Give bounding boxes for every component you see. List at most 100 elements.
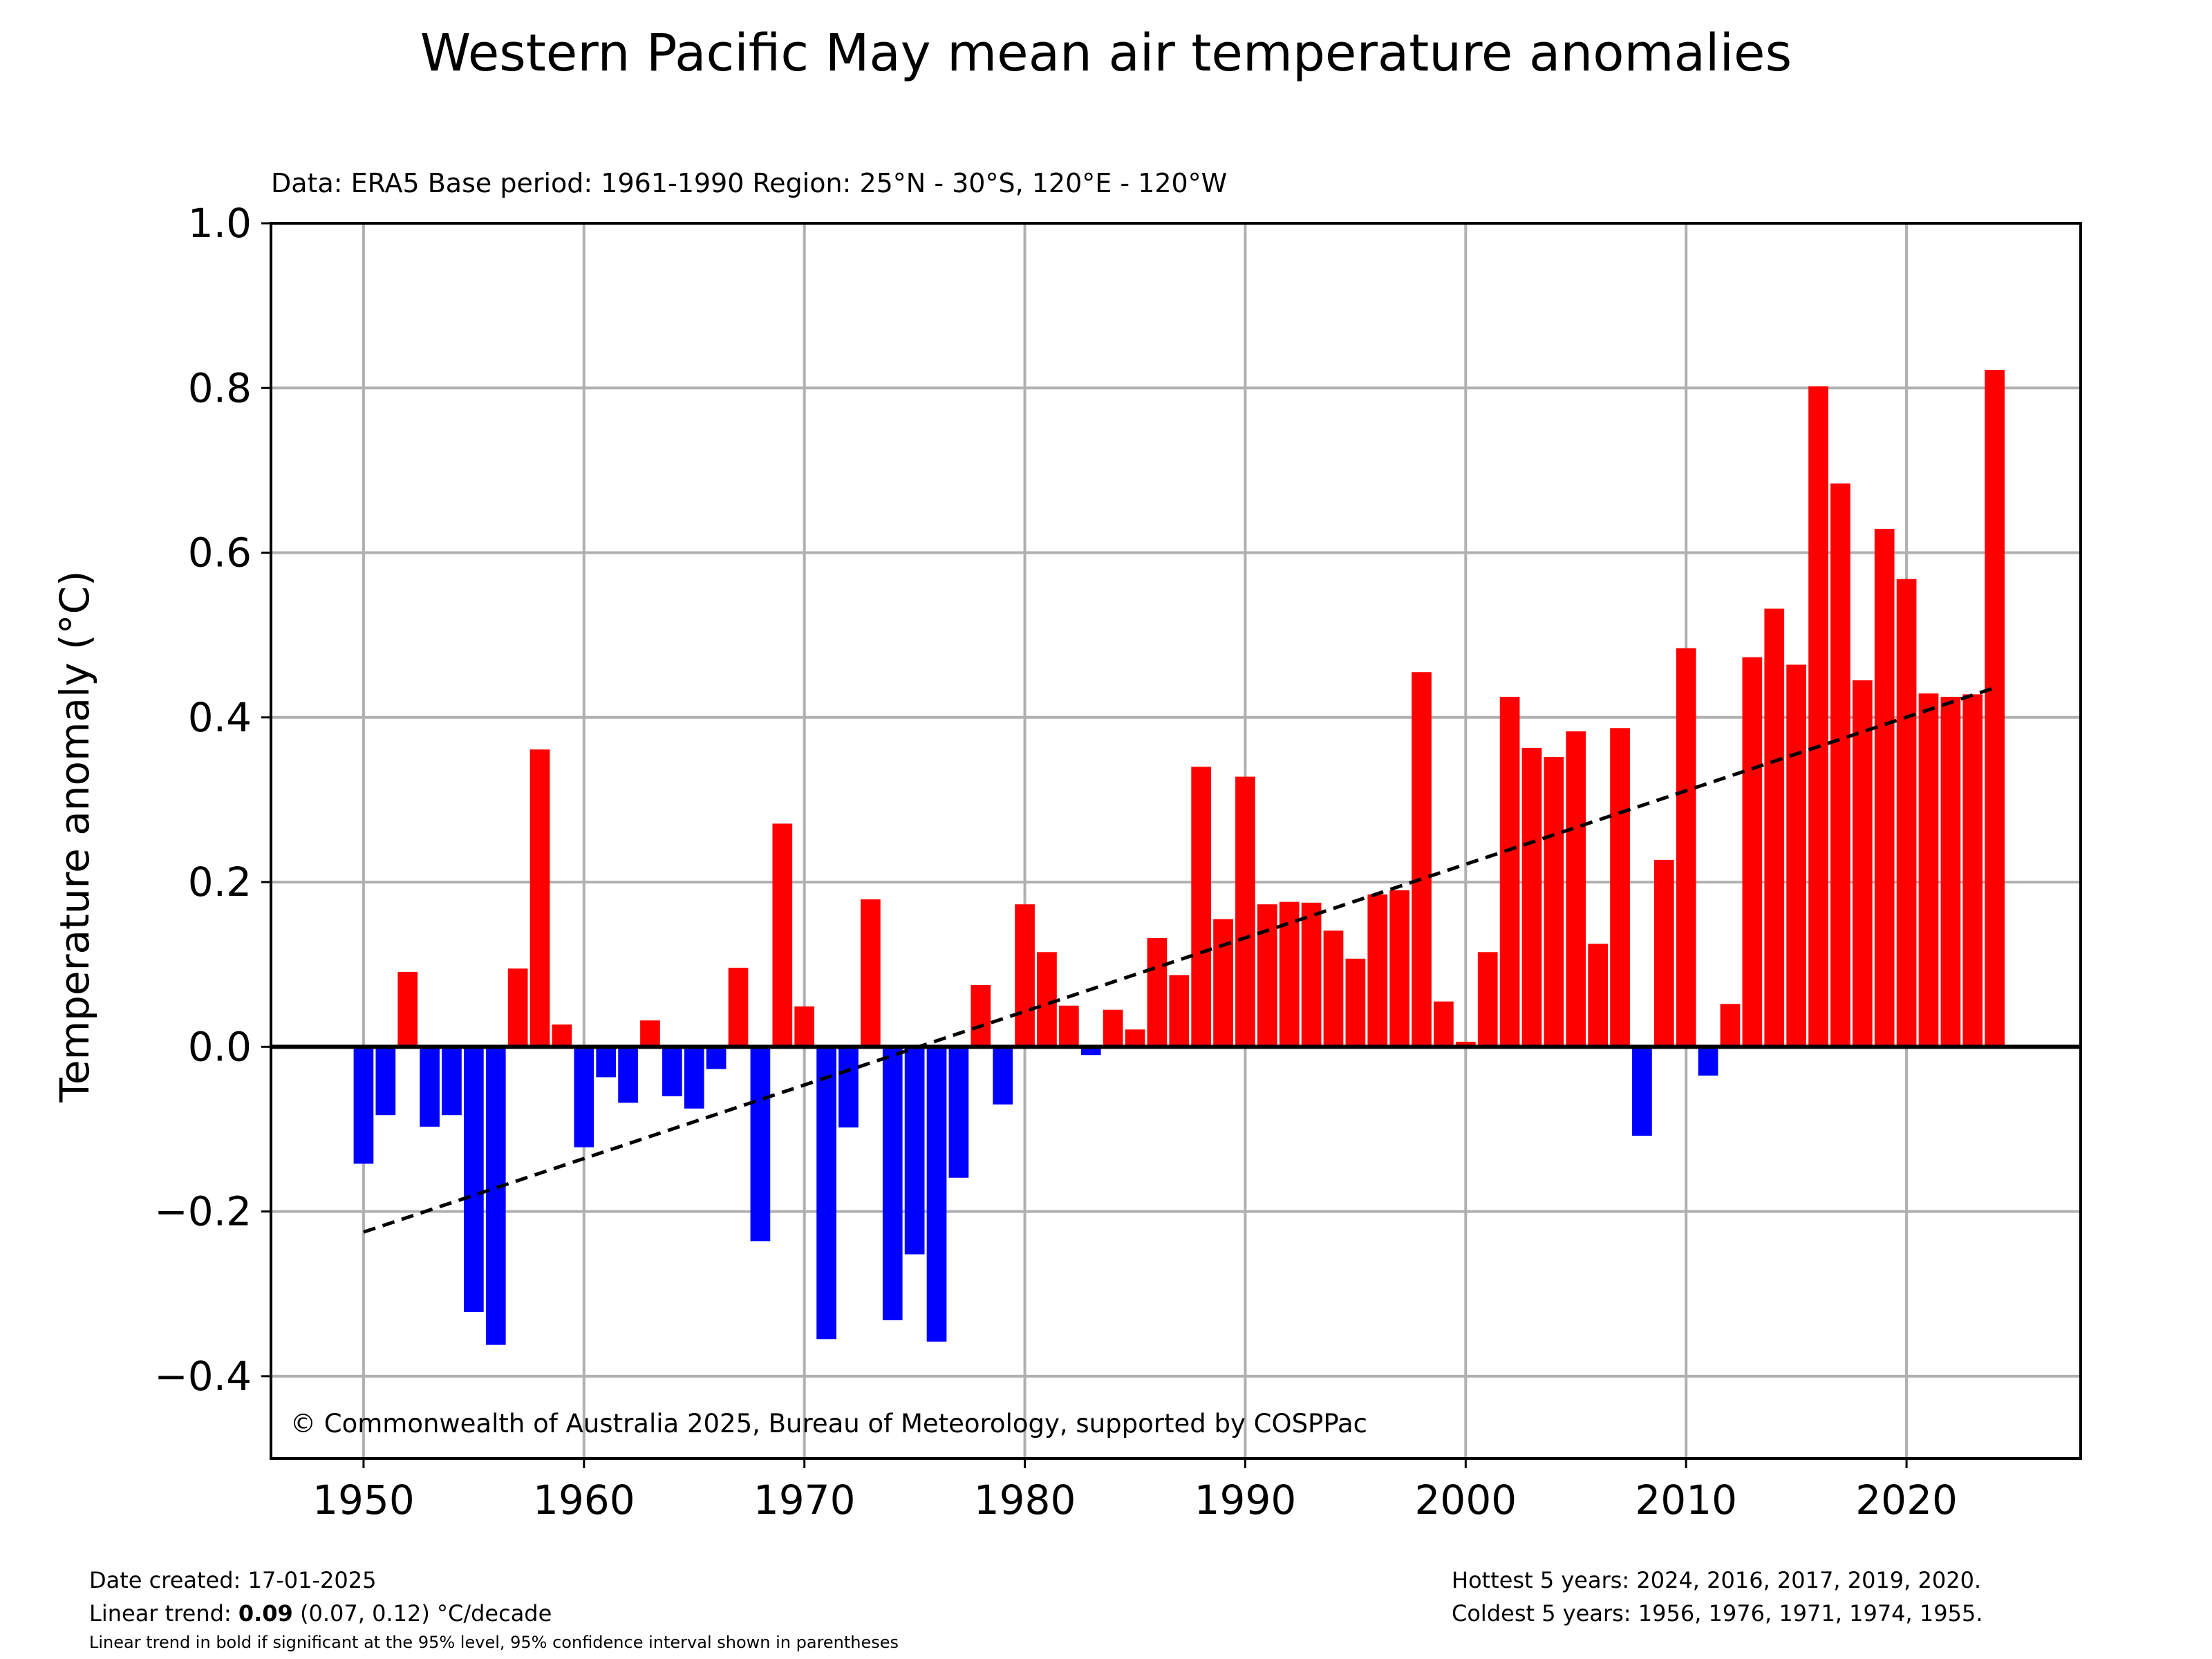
bar-2024: [1985, 370, 2005, 1047]
y-tick-label: 0.6: [188, 529, 252, 577]
bar-1976: [926, 1047, 947, 1342]
bars: [353, 370, 2005, 1345]
bar-1990: [1235, 776, 1255, 1047]
bar-1950: [353, 1047, 374, 1164]
bar-1998: [1412, 672, 1432, 1047]
chart-title: Western Pacific May mean air temperature…: [420, 24, 1792, 83]
bar-1973: [861, 899, 881, 1047]
x-tick-label: 2020: [1855, 1477, 1958, 1524]
bar-1982: [1058, 1005, 1079, 1047]
bar-2004: [1544, 756, 1564, 1047]
bar-2011: [1698, 1047, 1718, 1076]
trend-line-group: [271, 686, 2081, 1234]
bar-1962: [618, 1047, 638, 1103]
bar-1987: [1169, 975, 1190, 1047]
bar-1972: [838, 1047, 859, 1128]
trend-note: Linear trend in bold if significant at t…: [89, 1633, 899, 1652]
bar-2012: [1720, 1004, 1741, 1047]
bar-1997: [1389, 890, 1410, 1047]
bar-2017: [1830, 483, 1850, 1047]
bar-2013: [1742, 657, 1763, 1047]
bar-2021: [1918, 693, 1939, 1047]
bar-1979: [993, 1047, 1013, 1105]
bar-1966: [706, 1047, 727, 1069]
bar-1984: [1103, 1009, 1123, 1047]
x-tick-label: 2010: [1635, 1477, 1737, 1524]
bar-1995: [1345, 958, 1366, 1047]
plot-frame: [270, 222, 2082, 1460]
axes: [270, 222, 2082, 1460]
bar-2023: [1962, 694, 1983, 1047]
bar-1967: [728, 967, 749, 1047]
bar-2022: [1940, 697, 1961, 1047]
bar-1953: [420, 1047, 440, 1127]
bar-2001: [1477, 952, 1498, 1047]
bar-2015: [1786, 664, 1806, 1047]
bar-1994: [1323, 930, 1344, 1047]
bar-2020: [1896, 579, 1917, 1047]
y-tick-label: 0.4: [188, 694, 252, 741]
x-tick-label: 1970: [753, 1477, 856, 1524]
bar-1955: [464, 1047, 484, 1312]
bar-1965: [684, 1047, 704, 1109]
bar-2016: [1808, 386, 1828, 1047]
bar-2010: [1676, 648, 1696, 1047]
bar-1970: [794, 1006, 815, 1047]
bar-2007: [1610, 728, 1630, 1047]
date-created: Date created: 17-01-2025: [89, 1567, 377, 1593]
bar-1975: [904, 1047, 925, 1255]
bar-2006: [1588, 944, 1609, 1047]
bar-1964: [662, 1047, 682, 1096]
coldest-years: Coldest 5 years: 1956, 1976, 1971, 1974,…: [1452, 1600, 1983, 1627]
bar-1986: [1147, 938, 1168, 1047]
bar-1968: [750, 1047, 771, 1241]
y-tick-label: 0.8: [188, 364, 252, 411]
y-tick-label: 0.0: [188, 1023, 252, 1070]
x-tick-label: 1990: [1194, 1477, 1297, 1524]
bar-1959: [552, 1024, 572, 1047]
bar-1992: [1279, 901, 1300, 1047]
bar-2014: [1764, 608, 1785, 1047]
trend-prefix: Linear trend:: [89, 1600, 238, 1627]
bar-2019: [1874, 528, 1895, 1047]
trend-line: [363, 686, 1996, 1234]
bar-1978: [971, 984, 991, 1047]
bar-2005: [1566, 731, 1586, 1047]
hottest-years: Hottest 5 years: 2024, 2016, 2017, 2019,…: [1452, 1567, 1982, 1593]
bar-1957: [507, 968, 528, 1047]
chart-subtitle: Data: ERA5 Base period: 1961-1990 Region…: [271, 168, 1227, 198]
x-tick-label: 1980: [974, 1477, 1076, 1524]
bar-1985: [1125, 1029, 1145, 1047]
linear-trend: Linear trend: 0.09 (0.07, 0.12) °C/decad…: [89, 1597, 552, 1630]
bar-1961: [596, 1047, 617, 1078]
bar-1988: [1191, 767, 1212, 1047]
bar-1971: [816, 1047, 836, 1340]
y-tick-label: −0.4: [154, 1353, 252, 1400]
bar-1989: [1213, 919, 1233, 1047]
bar-1963: [640, 1020, 660, 1047]
bar-1993: [1301, 902, 1322, 1047]
y-axis-label: Temperature anomaly (°C): [51, 570, 98, 1103]
y-ticks: −0.4 −0.2 0.0 0.2 0.4 0.6 0.8 1.0: [154, 200, 271, 1400]
bar-1954: [442, 1047, 462, 1116]
bar-2008: [1632, 1047, 1652, 1136]
footer-right: Hottest 5 years: 2024, 2016, 2017, 2019,…: [1452, 1564, 1983, 1630]
bar-2003: [1521, 747, 1542, 1047]
x-ticks: 1950 1960 1970 1980 1990 2000 2010 2020: [312, 1459, 1958, 1524]
trend-suffix: (0.07, 0.12) °C/decade: [292, 1600, 552, 1627]
bar-1981: [1037, 952, 1057, 1047]
copyright-annotation: © Commonwealth of Australia 2025, Bureau…: [290, 1409, 1367, 1438]
bar-1991: [1257, 904, 1277, 1047]
y-tick-label: 1.0: [188, 200, 252, 247]
y-tick-label: −0.2: [154, 1188, 252, 1235]
bar-1969: [772, 823, 793, 1047]
footer-left: Date created: 17-01-2025 Linear trend: 0…: [89, 1564, 552, 1630]
bar-1960: [574, 1047, 594, 1147]
y-tick-label: 0.2: [188, 859, 252, 906]
bar-1974: [882, 1047, 903, 1320]
bar-1958: [529, 749, 550, 1047]
bar-2018: [1852, 680, 1873, 1047]
x-tick-label: 1960: [533, 1477, 635, 1524]
bar-2009: [1653, 859, 1674, 1047]
